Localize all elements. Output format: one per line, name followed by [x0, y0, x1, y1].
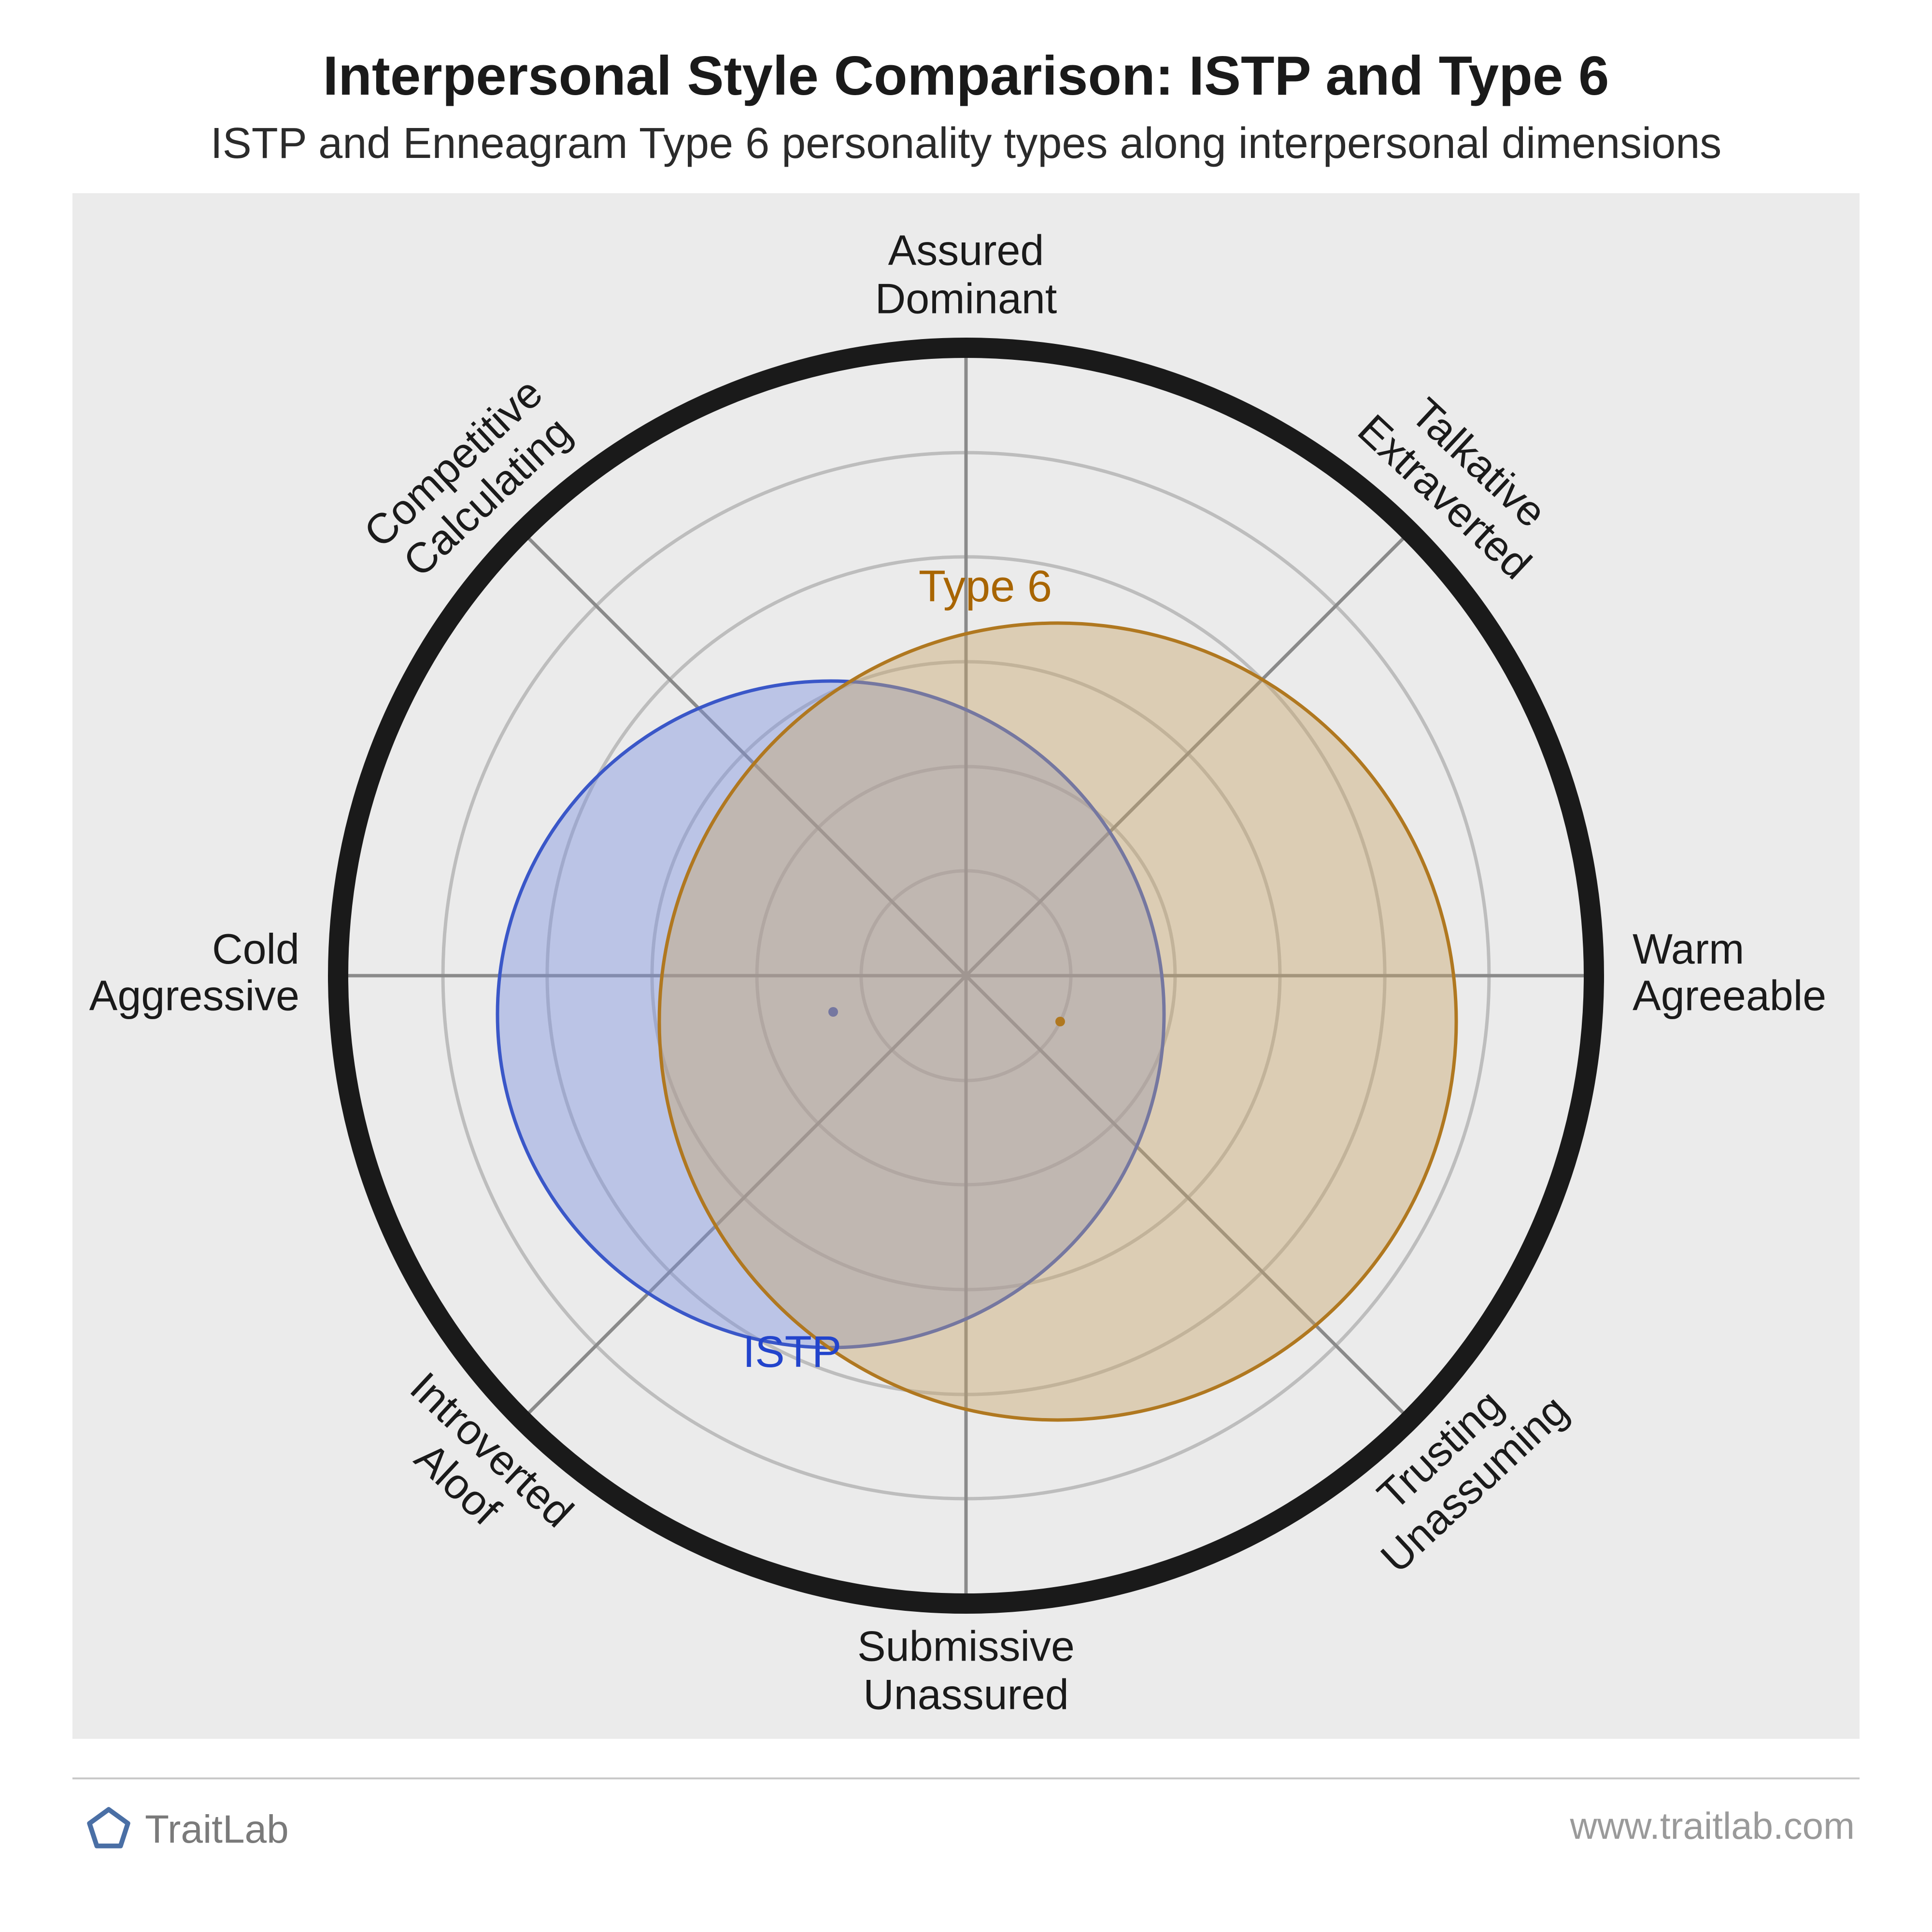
- footer-divider: [72, 1777, 1860, 1779]
- axis-label: Aggressive: [89, 972, 299, 1020]
- series-label-type-6: Type 6: [919, 562, 1052, 611]
- footer-brand-text: TraitLab: [145, 1807, 289, 1852]
- circumplex-chart: ISTPType 6DominantAssuredExtravertedTalk…: [0, 0, 1932, 1932]
- axis-label: Agreeable: [1633, 972, 1826, 1020]
- page: Interpersonal Style Comparison: ISTP and…: [0, 0, 1932, 1932]
- axis-label: Warm: [1633, 925, 1744, 973]
- axis-label: Cold: [212, 925, 299, 973]
- footer-url: www.traitlab.com: [1570, 1804, 1855, 1848]
- footer-brand: TraitLab: [82, 1803, 289, 1856]
- series-label-istp: ISTP: [743, 1327, 841, 1377]
- axis-label: Unassured: [863, 1670, 1069, 1718]
- axis-label: Dominant: [875, 274, 1057, 322]
- series-dot-type-6: [1055, 1017, 1065, 1026]
- axis-label: Submissive: [857, 1622, 1075, 1670]
- axis-label: Assured: [888, 226, 1044, 274]
- traitlab-logo-icon: [82, 1803, 135, 1856]
